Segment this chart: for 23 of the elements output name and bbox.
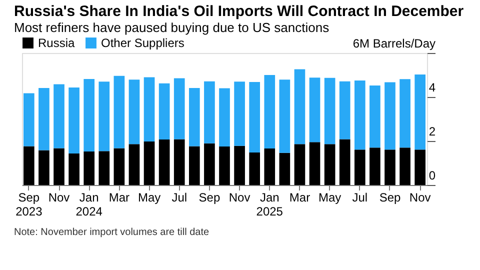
x-tick-label: Nov: [48, 190, 70, 204]
y-tick-label: 6M Barrels/Day: [352, 36, 436, 50]
y-tick-label: 0: [428, 168, 436, 182]
x-tick-label: May: [138, 190, 161, 204]
x-tick-label: Sep: [198, 190, 220, 204]
x-tick-label: Jul: [172, 190, 188, 204]
y-tick-label: 2: [428, 124, 436, 138]
x-tick-label: Mar: [289, 190, 310, 204]
x-tick-label: Jul: [352, 190, 368, 204]
x-tick-label: Nov: [409, 190, 431, 204]
legend-label: Russia: [38, 36, 76, 50]
x-tick-label: Sep: [379, 190, 401, 204]
chart-title: Russia's Share In India's Oil Imports Will Contract In December: [14, 3, 464, 20]
y-tick-label: 4: [428, 80, 436, 94]
x-tick-label: Sep 2023: [16, 190, 43, 218]
chart-subtitle: Most refiners have paused buying due to US sanctions: [14, 20, 330, 35]
text: Note: November import volumes are till date: [14, 227, 210, 238]
x-tick-label: May: [318, 190, 342, 204]
legend-label: Other Suppliers: [101, 36, 184, 50]
x-tick-label: Jan 2024: [76, 190, 103, 218]
x-tick-label: Jan 2025: [256, 190, 284, 218]
x-tick-label: Mar: [108, 190, 130, 204]
x-tick-label: Nov: [228, 190, 250, 204]
